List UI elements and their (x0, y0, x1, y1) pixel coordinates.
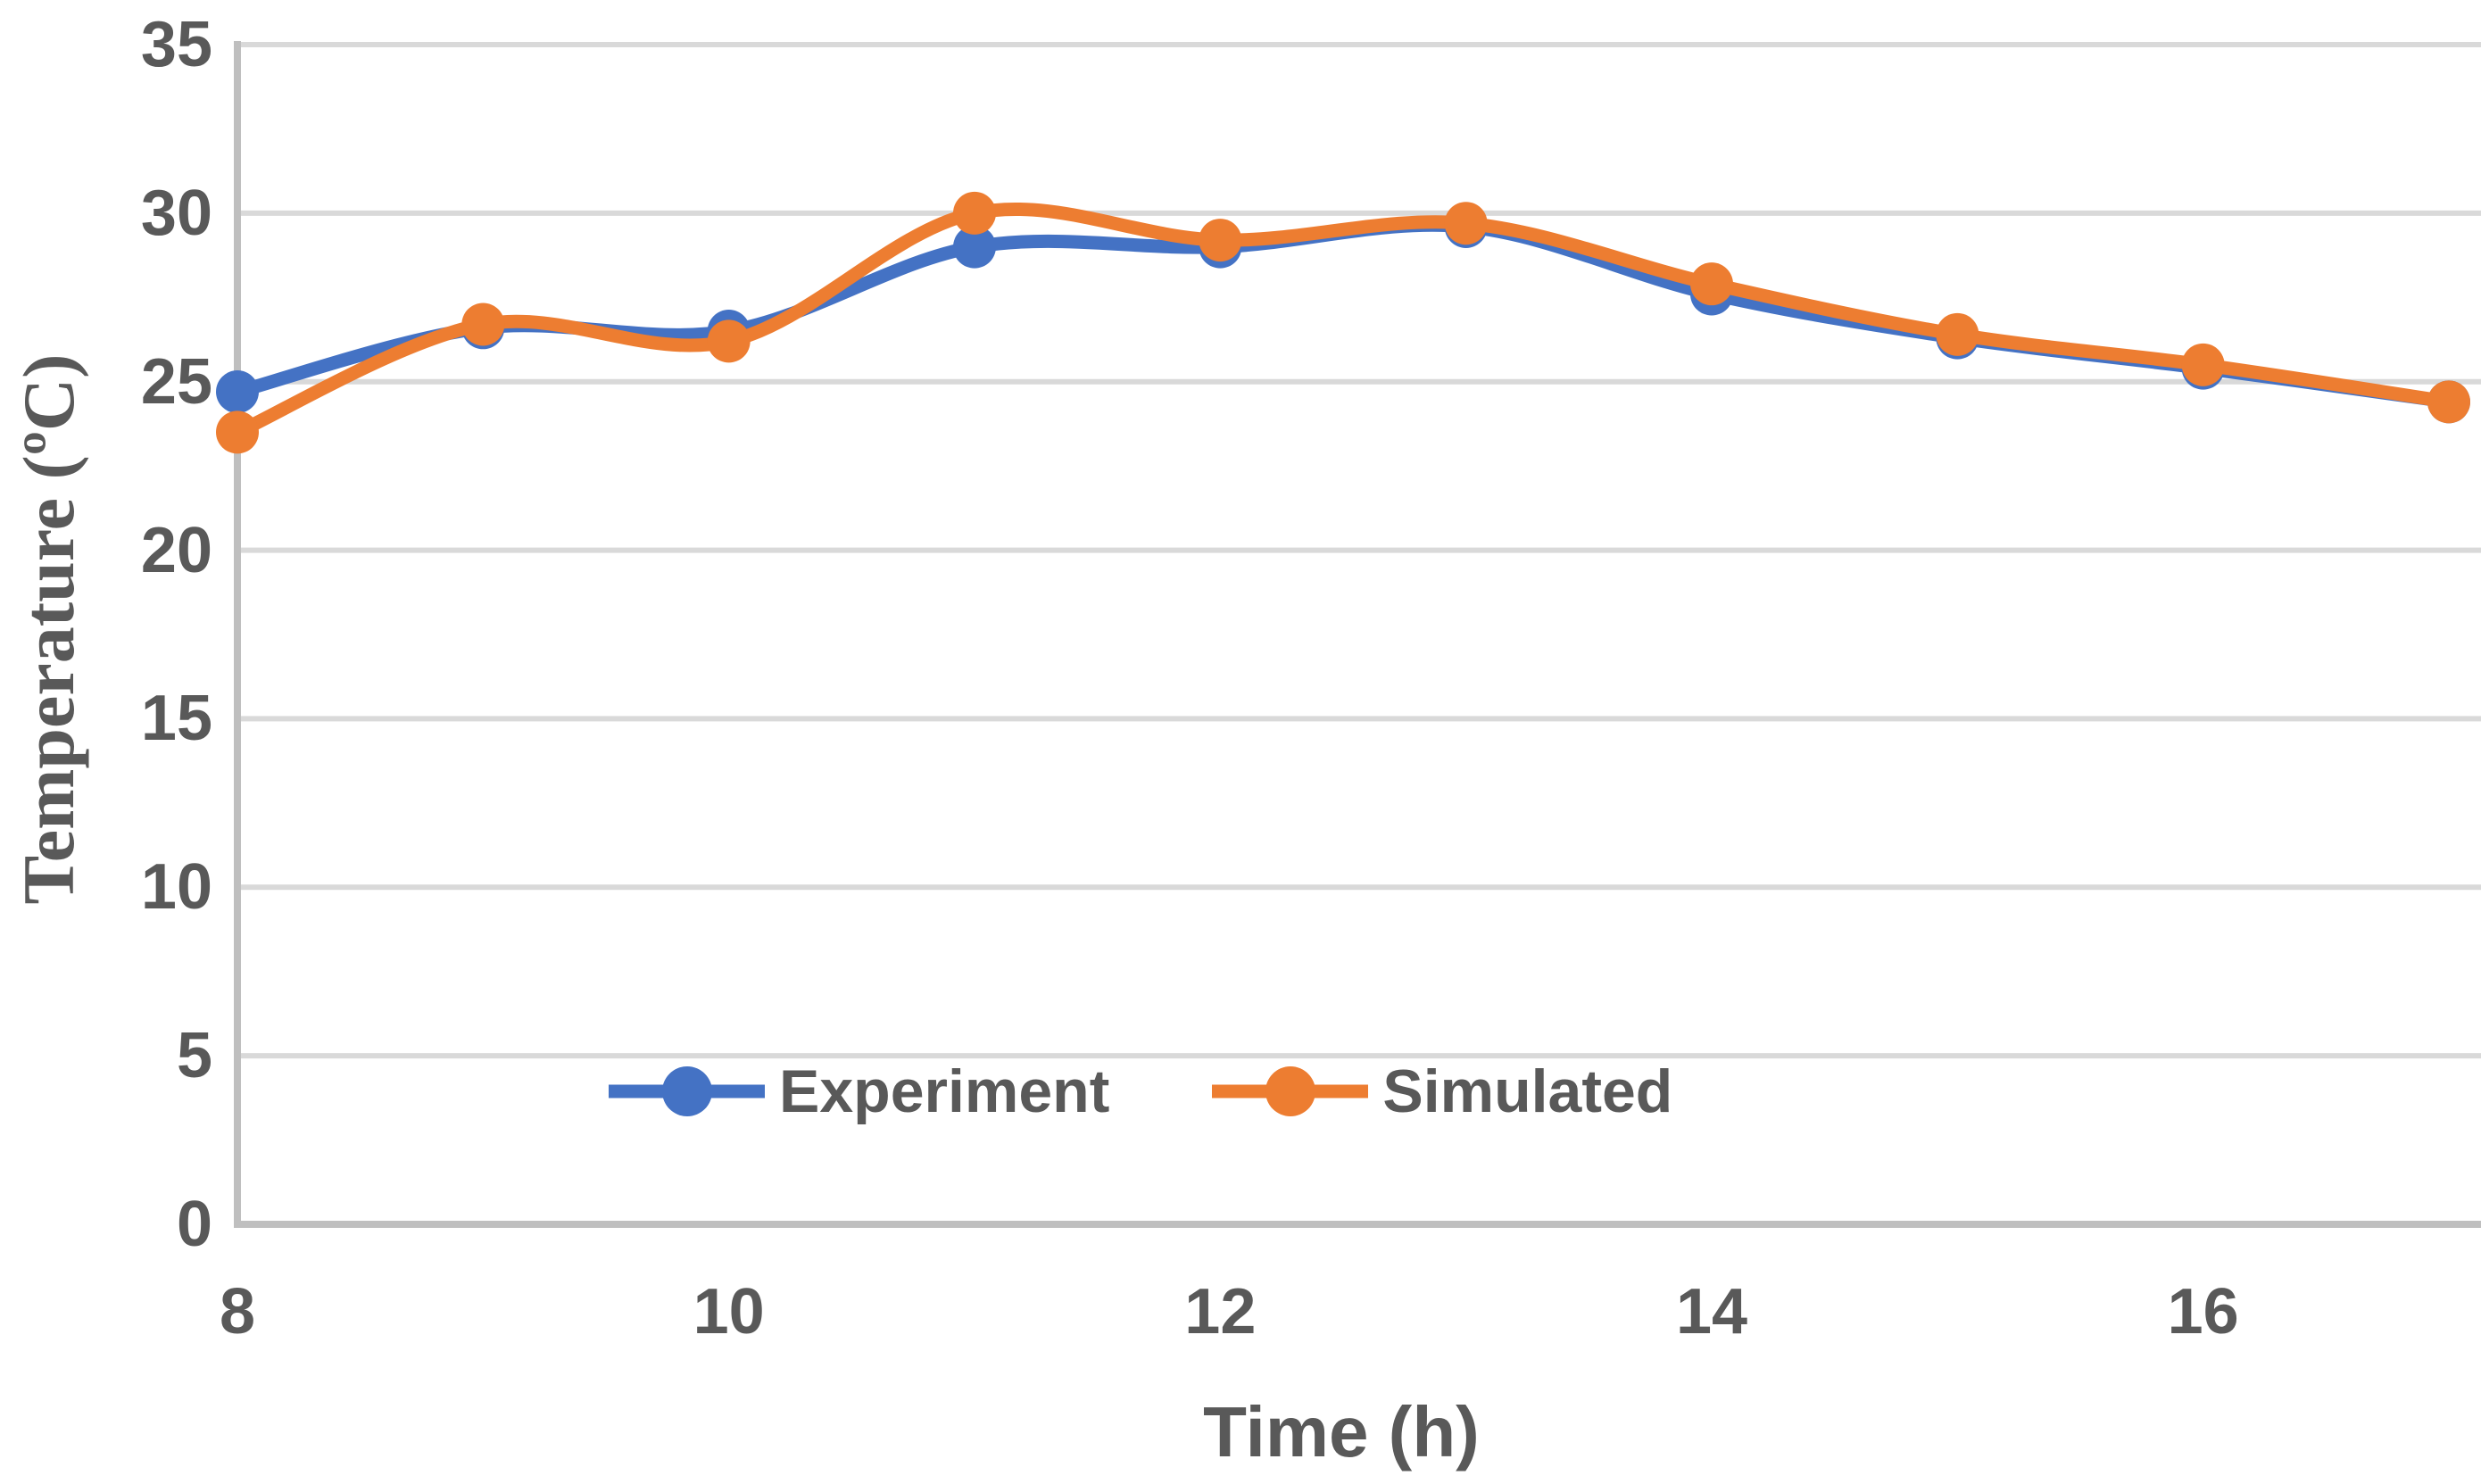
data-point-marker-simulated (1199, 219, 1242, 262)
y-tick-label: 10 (140, 851, 212, 924)
data-point-marker-simulated (461, 303, 505, 346)
legend-item-experiment: Experiment (609, 1060, 1109, 1123)
x-tick-label: 12 (1184, 1276, 1257, 1347)
data-point-marker-simulated (953, 191, 996, 235)
legend-marker-icon (661, 1066, 712, 1116)
data-point-marker-simulated (2181, 343, 2225, 386)
data-point-marker-experiment (953, 225, 996, 269)
data-point-marker-simulated (216, 410, 259, 454)
x-tick-label: 10 (693, 1276, 765, 1347)
data-point-marker-simulated (1936, 312, 1979, 356)
x-tick-label: 8 (219, 1276, 256, 1347)
data-point-marker-experiment (216, 370, 259, 414)
y-tick-label: 5 (176, 1020, 212, 1092)
legend-item-simulated: Simulated (1212, 1060, 1672, 1123)
y-axis-title: Temperature (ºC) (8, 353, 89, 905)
x-axis-title: Time (h) (1203, 1392, 1480, 1472)
y-tick-label: 30 (140, 177, 212, 249)
x-tick-label: 14 (1675, 1276, 1748, 1347)
data-point-marker-simulated (2427, 380, 2470, 424)
x-tick-label: 16 (2167, 1276, 2239, 1347)
y-tick-label: 20 (140, 514, 212, 586)
series-line-experiment (230, 218, 2456, 409)
legend-label-experiment: Experiment (779, 1057, 1110, 1125)
y-tick-label: 35 (140, 9, 212, 80)
legend-label-simulated: Simulated (1382, 1057, 1673, 1125)
y-tick-label: 0 (176, 1189, 212, 1260)
legend: Experiment Simulated (609, 1060, 1672, 1123)
data-point-marker-simulated (1444, 202, 1488, 245)
data-point-marker-simulated (707, 319, 751, 363)
legend-marker-icon (1265, 1066, 1315, 1116)
series-line-simulated (230, 202, 2456, 439)
y-tick-label: 15 (140, 683, 212, 755)
y-tick-label: 25 (140, 345, 212, 418)
data-point-marker-simulated (1690, 262, 1733, 306)
legend-swatch-experiment (609, 1063, 765, 1120)
legend-swatch-simulated (1212, 1063, 1369, 1120)
